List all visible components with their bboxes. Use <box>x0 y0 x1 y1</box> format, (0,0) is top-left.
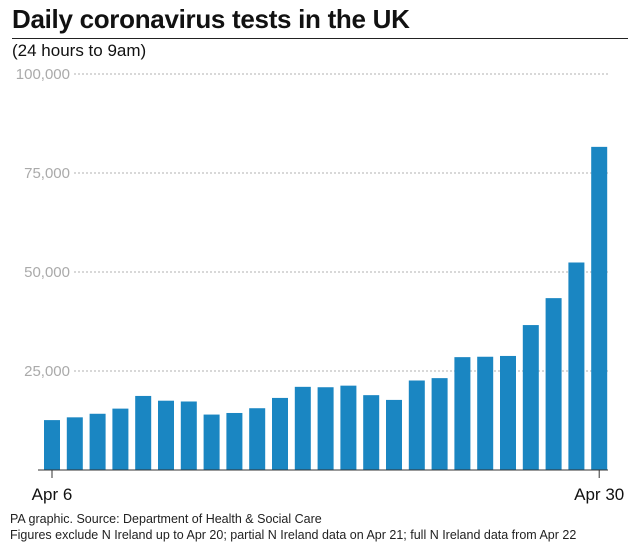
x-tick-label: Apr 30 <box>574 485 624 504</box>
bar: Apr 21: 17700 <box>386 399 402 470</box>
bar: Apr 26: 28800 <box>500 355 516 470</box>
bar: Apr 24: 28500 <box>454 357 471 470</box>
bar: Apr 20: 18900 <box>363 395 380 470</box>
gridlines: 25,000 50,000 75,000 100,000 <box>16 66 608 380</box>
bar: Apr 9: 15500 <box>112 408 129 470</box>
bar: Apr 18: 20900 <box>317 387 334 470</box>
bar: Apr 6: 12600 <box>44 420 60 470</box>
y-tick-label: 75,000 <box>24 165 70 182</box>
x-axis: Apr 6 Apr 30 <box>32 469 624 504</box>
bar: Apr 27: 36600 <box>522 325 539 470</box>
bar: Apr 25: 28600 <box>477 356 494 470</box>
chart-subtitle: (24 hours to 9am) <box>12 41 147 60</box>
bar: Apr 12: 17300 <box>180 401 197 470</box>
bar: Apr 13: 14000 <box>203 414 220 470</box>
bar: Apr 16: 18200 <box>272 397 288 470</box>
x-tick-label: Apr 6 <box>32 485 73 504</box>
bar: Apr 11: 17500 <box>158 400 174 470</box>
bar: Apr 17: 21000 <box>294 386 311 470</box>
bar: Apr 23: 23200 <box>431 378 448 470</box>
bar: Apr 28: 43400 <box>545 298 562 470</box>
y-tick-label: 50,000 <box>24 264 70 281</box>
bars: Apr 6: 12600 Apr 7: 13300 Apr 8: 14200 Apr … <box>44 146 608 470</box>
bar: Apr 7: 13300 <box>66 417 83 470</box>
y-tick-label: 100,000 <box>16 66 70 83</box>
bar: Apr 22: 22600 <box>408 380 425 470</box>
y-tick-label: 25,000 <box>24 363 70 380</box>
title-rule <box>12 38 628 39</box>
bar: Apr 15: 15600 <box>249 408 266 470</box>
bar: Apr 10: 18700 <box>135 395 152 470</box>
data-note: Figures exclude N Ireland up to Apr 20; … <box>10 528 577 542</box>
chart-title: Daily coronavirus tests in the UK <box>12 4 410 34</box>
bar: Apr 14: 14400 <box>226 412 243 470</box>
bar: Apr 30: 81600 <box>591 146 608 470</box>
bar: Apr 8: 14200 <box>89 413 106 470</box>
bar: Apr 19: 21300 <box>340 385 357 470</box>
source-note: PA graphic. Source: Department of Health… <box>10 512 322 526</box>
bar: Apr 29: 52400 <box>568 262 585 470</box>
